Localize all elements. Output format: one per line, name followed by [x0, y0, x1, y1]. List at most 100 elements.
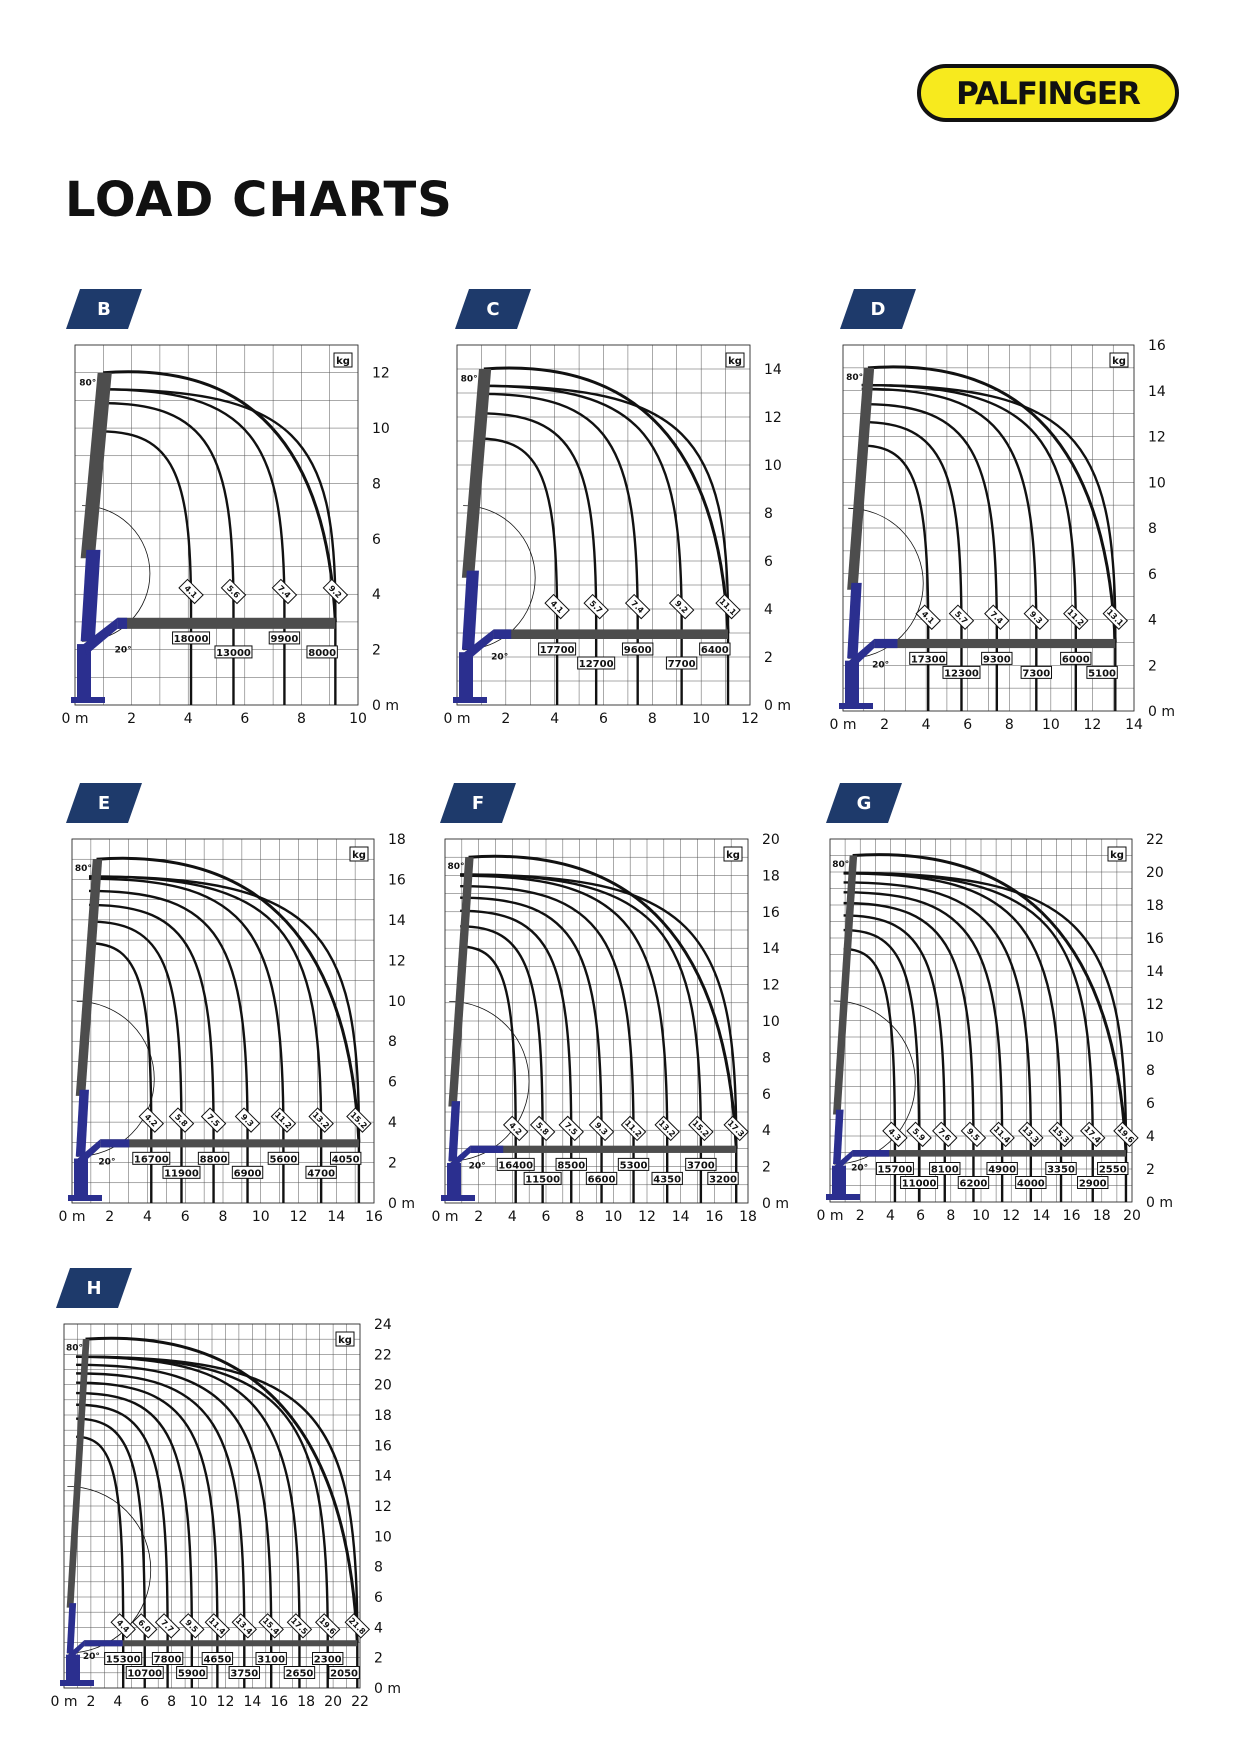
plot-frame	[63, 1323, 361, 1689]
load-label: 2900	[1077, 1176, 1109, 1190]
load-label: 16400	[496, 1157, 535, 1171]
chart-title: H	[86, 1278, 101, 1299]
y-tick-label: 12	[388, 953, 406, 969]
outreach-curve	[478, 384, 730, 705]
svg-text:4650: 4650	[203, 1655, 231, 1666]
crane-column	[453, 652, 487, 703]
crane-boom	[448, 857, 474, 1162]
outreach-label: 4.2	[138, 1107, 165, 1133]
y-tick-label: 0 m	[1146, 1195, 1173, 1211]
outreach-label: 4.4	[110, 1613, 136, 1639]
svg-text:3750: 3750	[230, 1669, 258, 1680]
load-label: 2050	[328, 1666, 360, 1680]
svg-text:5300: 5300	[620, 1160, 648, 1171]
outreach-label: 17.3	[723, 1115, 749, 1142]
load-label: 8800	[197, 1151, 230, 1165]
chart-g: G 0 m 2 4 6 8 10 12 14 16 18 20 0 m 2 4 6 8 10 12 14 16 18 20 2…	[817, 783, 1173, 1224]
y-tick-label: 0 m	[374, 1681, 401, 1697]
svg-text:8000: 8000	[308, 648, 336, 659]
x-tick-label: 12	[741, 711, 759, 727]
y-tick-label: 14	[1146, 964, 1164, 980]
load-label: 9300	[981, 651, 1013, 665]
outreach-label: 7.4	[624, 593, 651, 620]
chart-h: H0 m 2 4 6 8 10 12 14 16 18 20 220 m246810121416182…	[51, 1268, 401, 1710]
chart-title-tag: G	[826, 783, 902, 823]
y-tick-label: 20	[374, 1378, 392, 1394]
y-tick-label: 22	[374, 1347, 392, 1363]
y-tick-label: 2	[1146, 1162, 1155, 1178]
angle-label-80: 80°	[832, 860, 849, 870]
outreach-label: 7.5	[558, 1115, 584, 1142]
load-label: 4900	[986, 1162, 1018, 1176]
chart-grid	[74, 344, 359, 706]
x-tick-label: 16	[270, 1694, 288, 1710]
y-tick-label: 10	[372, 421, 390, 437]
load-label: 11500	[523, 1171, 562, 1185]
outreach-label: 11.1	[715, 593, 741, 620]
svg-text:4050: 4050	[332, 1154, 360, 1165]
angle-label-80: 80°	[461, 374, 478, 384]
horizontal-boom	[83, 617, 336, 656]
y-tick-label: 10	[1146, 1030, 1164, 1046]
chart-title-tag: C	[455, 289, 531, 329]
load-label: 8100	[929, 1162, 961, 1176]
load-label: 4650	[201, 1652, 234, 1666]
outreach-curve	[460, 873, 738, 1203]
outreach-label: 13.2	[654, 1115, 680, 1142]
y-tick-label: 2	[762, 1160, 771, 1176]
outreach-label: 7.4	[984, 604, 1010, 630]
load-label: 13000	[214, 645, 253, 659]
crane-column	[60, 1654, 94, 1686]
outreach-label: 5.6	[220, 578, 247, 605]
load-label: 8000	[306, 645, 338, 659]
horizontal-boom	[849, 638, 1116, 670]
load-label: 17700	[538, 642, 577, 656]
svg-text:6000: 6000	[1062, 654, 1090, 665]
x-tick-label: 2	[127, 711, 136, 727]
x-tick-label: 2	[856, 1208, 865, 1224]
x-tick-label: 20	[324, 1694, 342, 1710]
svg-text:4000: 4000	[1017, 1179, 1045, 1190]
x-tick-label: 6	[963, 717, 972, 733]
x-tick-label: 12	[217, 1694, 235, 1710]
outreach-curve	[460, 884, 635, 1203]
outreach-label: 17.5	[286, 1613, 313, 1639]
outreach-curve	[478, 412, 598, 705]
y-tick-label: 6	[372, 532, 381, 548]
svg-text:5600: 5600	[269, 1154, 297, 1165]
y-tick-label: 14	[374, 1469, 392, 1485]
slew-arc	[463, 505, 536, 651]
outreach-curve	[843, 871, 1128, 1202]
x-tick-label: 2	[474, 1209, 483, 1225]
outreach-curve	[76, 1403, 169, 1688]
outreach-label: 11.2	[620, 1115, 647, 1142]
y-tick-label: 12	[1148, 430, 1166, 446]
load-label: 15300	[104, 1652, 143, 1666]
load-label: 3200	[707, 1171, 739, 1185]
outreach-curve	[843, 901, 975, 1202]
outreach-label: 9.3	[234, 1107, 261, 1133]
unit-label: kg	[1112, 356, 1126, 367]
svg-text:3100: 3100	[257, 1655, 285, 1666]
outreach-label: 15.2	[346, 1107, 372, 1133]
load-label: 17300	[909, 651, 948, 665]
outreach-curve	[843, 928, 921, 1202]
unit-box: kg	[333, 352, 353, 368]
outreach-curve	[88, 942, 153, 1203]
outreach-curve	[76, 1355, 359, 1688]
outreach-label: 11.4	[204, 1613, 231, 1639]
y-tick-label: 12	[372, 366, 390, 382]
outreach-label: 15.4	[258, 1613, 284, 1639]
load-label: 7800	[151, 1652, 184, 1666]
load-label: 18000	[172, 631, 211, 645]
outreach-label: 13.4	[231, 1613, 258, 1639]
x-tick-label: 10	[349, 711, 367, 727]
x-tick-label: 4	[508, 1209, 517, 1225]
outreach-label: 7.6	[932, 1121, 958, 1148]
load-label: 4000	[1015, 1176, 1047, 1190]
x-tick-label: 8	[946, 1208, 955, 1224]
horizontal-boom	[68, 1640, 358, 1661]
load-label: 7300	[1020, 665, 1053, 679]
x-tick-label: 18	[1093, 1208, 1111, 1224]
y-tick-label: 8	[388, 1034, 397, 1050]
